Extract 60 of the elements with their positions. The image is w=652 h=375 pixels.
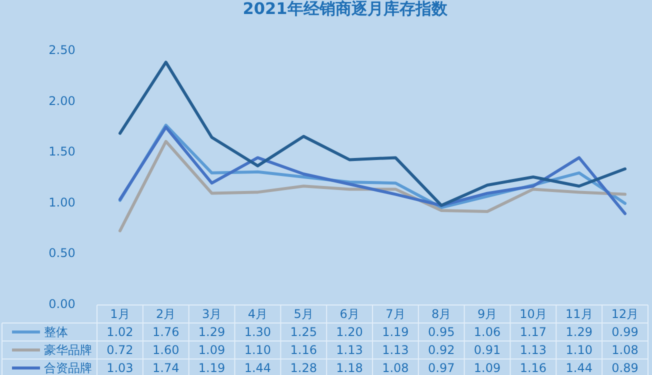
data-label: 1.10 <box>566 343 592 357</box>
data-label: 1.74 <box>152 361 180 375</box>
data-label: 0.91 <box>474 343 501 357</box>
y-tick-label: 1.50 <box>48 144 76 159</box>
data-label: 1.76 <box>152 325 180 339</box>
x-tick-label: 11月 <box>565 307 593 321</box>
x-tick-label: 12月 <box>611 307 639 321</box>
data-label: 1.16 <box>290 343 317 357</box>
x-tick-label: 9月 <box>477 307 498 321</box>
data-label: 1.03 <box>106 361 134 375</box>
x-tick-label: 3月 <box>202 307 222 321</box>
data-label: 1.29 <box>198 325 226 339</box>
y-tick-label: 0.50 <box>48 246 76 260</box>
data-label: 0.99 <box>612 325 638 339</box>
data-label: 1.44 <box>566 361 592 375</box>
data-label: 0.92 <box>428 343 455 357</box>
data-label: 1.08 <box>612 343 638 357</box>
data-label: 1.09 <box>198 343 226 357</box>
data-label: 1.17 <box>520 325 547 339</box>
data-label: 1.13 <box>520 343 547 357</box>
line-series <box>118 60 626 207</box>
x-tick-label: 8月 <box>432 307 452 321</box>
data-label: 1.19 <box>382 325 409 339</box>
x-tick-label: 7月 <box>386 307 406 321</box>
data-label: 0.89 <box>612 361 638 375</box>
x-tick-label: 1月 <box>110 307 130 321</box>
data-label: 1.20 <box>336 325 363 339</box>
data-label: 1.13 <box>382 343 409 357</box>
x-tick-label: 2月 <box>156 307 176 321</box>
data-label: 1.06 <box>474 325 501 339</box>
line-series <box>118 140 626 232</box>
data-label: 1.16 <box>520 361 547 375</box>
legend-label: 整体 <box>44 325 68 339</box>
data-label: 1.30 <box>244 325 272 339</box>
data-label: 1.08 <box>382 361 409 375</box>
data-label: 1.10 <box>244 343 272 357</box>
data-label: 1.18 <box>336 361 363 375</box>
data-label: 1.28 <box>290 361 317 375</box>
x-tick-label: 4月 <box>248 307 268 321</box>
data-label: 1.60 <box>152 343 180 357</box>
data-label: 1.44 <box>244 361 272 375</box>
y-tick-label: 1.00 <box>48 195 76 210</box>
data-label: 1.02 <box>106 325 134 339</box>
legend-label: 合资品牌 <box>44 361 92 375</box>
chart-title: 2021年经销商逐月库存指数 <box>242 0 448 18</box>
x-tick-label: 6月 <box>340 307 360 321</box>
data-label: 0.97 <box>428 361 455 375</box>
x-tick-label: 5月 <box>294 307 314 321</box>
legend-label: 豪华品牌 <box>44 343 92 357</box>
y-tick-label: 2.00 <box>48 94 76 108</box>
data-label: 1.25 <box>290 325 317 339</box>
data-label: 1.13 <box>336 343 363 357</box>
x-tick-label: 10月 <box>520 307 547 321</box>
data-label: 0.95 <box>428 325 455 339</box>
data-label: 1.09 <box>474 361 501 375</box>
data-label: 1.29 <box>566 325 592 339</box>
y-tick-label: 0.00 <box>48 297 76 311</box>
y-tick-label: 2.50 <box>48 43 76 57</box>
data-label: 1.19 <box>198 361 226 375</box>
data-label: 0.72 <box>106 343 134 357</box>
